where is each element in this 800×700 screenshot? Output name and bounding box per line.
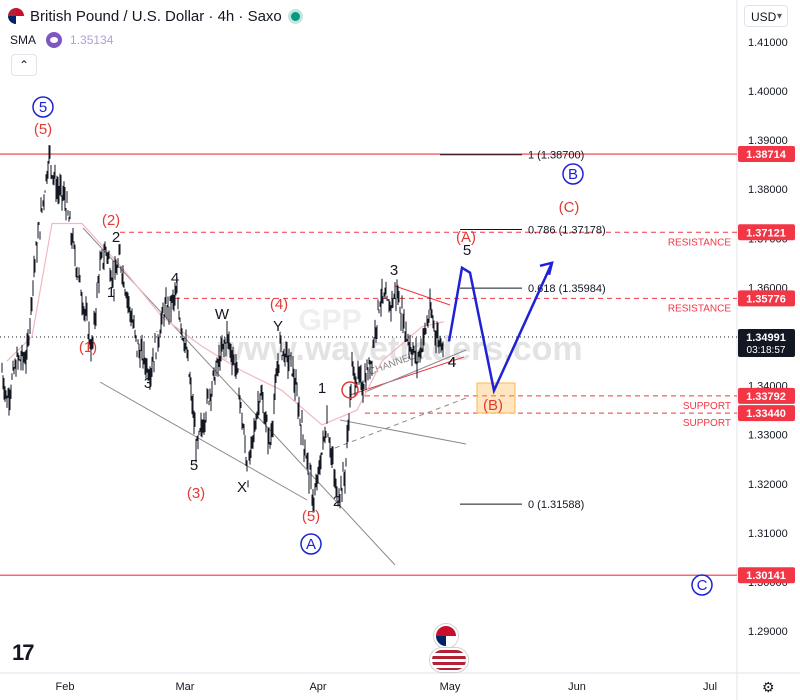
wave-label: Y [273, 318, 283, 335]
wave-label: (3) [187, 485, 205, 502]
gbp-event-icon[interactable] [434, 624, 458, 648]
channel-line [349, 356, 465, 396]
y-tick-label: 1.29000 [748, 626, 788, 638]
wave-label-circle [32, 96, 54, 118]
price-tag [738, 290, 795, 307]
wave-label: (4) [270, 296, 288, 313]
target-zone [476, 382, 516, 414]
wave-label: 3 [390, 262, 398, 279]
level-label: RESISTANCE [668, 303, 731, 314]
wave-label-circle [300, 533, 322, 555]
market-open-icon [290, 11, 300, 21]
chevron-down-icon: ▾ [776, 11, 782, 22]
wave-label: 3 [144, 375, 152, 392]
wave-label: C [697, 577, 708, 594]
price-tag [738, 405, 795, 422]
fib-label: 1 (1.38700) [528, 150, 584, 162]
sma-label[interactable]: SMA [10, 33, 37, 47]
x-tick-label: Jul [703, 681, 717, 693]
symbol-title[interactable]: British Pound / U.S. Dollar · 4h · Saxo [30, 7, 282, 25]
wave-label: X [237, 479, 247, 496]
wave-label: A [306, 536, 316, 553]
price-tag-label: 1.33440 [746, 408, 786, 420]
fib-label: 0 (1.31588) [528, 499, 584, 511]
candles [1, 145, 444, 513]
wave-label: B [568, 166, 578, 183]
price-tag [738, 146, 795, 163]
wedge-line [394, 285, 451, 306]
chart-header: British Pound / U.S. Dollar · 4h · Saxo [8, 5, 300, 27]
sma-value: 1.35134 [70, 33, 114, 47]
wave-label: W [215, 306, 230, 323]
projection-arrowhead [539, 261, 554, 276]
channel-line [364, 349, 467, 393]
fib-label: 0.618 (1.35984) [528, 283, 606, 295]
y-tick-label: 1.32000 [748, 479, 788, 491]
wave-label-circle [562, 163, 584, 185]
x-tick-label: Mar [176, 681, 195, 693]
y-tick-label: 1.38000 [748, 184, 788, 196]
settings-icon[interactable]: ⚙ [762, 679, 775, 695]
watermark-faint: GPP [298, 304, 361, 337]
eye-icon[interactable] [46, 32, 63, 48]
fib-label: 0.786 (1.37178) [528, 225, 606, 237]
price-tag-label: 1.35776 [746, 293, 786, 305]
wave-label: 5 [463, 242, 471, 259]
projection-path [447, 262, 554, 395]
price-tag [738, 387, 795, 404]
x-tick-label: Jun [568, 681, 586, 693]
wave-label: 4 [171, 270, 179, 287]
price-tag [738, 224, 795, 241]
wave-label: 5 [39, 99, 47, 116]
price-tag-label: 1.30141 [746, 570, 786, 582]
level-label: RESISTANCE [668, 237, 731, 248]
pivot-marker [341, 381, 359, 399]
price-tag-label: 1.38714 [746, 149, 787, 161]
wave-label: 2 [333, 493, 341, 510]
wave-label: 5 [190, 457, 198, 474]
wave-label: (C) [559, 199, 580, 216]
price-tag-label: 1.37121 [746, 227, 786, 239]
wave-label: 4 [448, 354, 456, 371]
level-label: SUPPORT [683, 418, 731, 429]
price-tag-label: 1.33792 [746, 391, 786, 403]
y-tick-label: 1.39000 [748, 135, 788, 147]
currency-label: USD [751, 10, 777, 24]
channel-line [339, 419, 467, 445]
wave-label: (B) [483, 397, 503, 414]
x-tick-label: Apr [309, 681, 326, 693]
wave-label: (1) [79, 339, 97, 356]
usd-event-icon[interactable] [430, 648, 468, 672]
y-tick-label: 1.41000 [748, 37, 788, 49]
wave-label: (5) [34, 121, 52, 138]
sma-line [6, 222, 445, 426]
channel-line [99, 381, 308, 501]
x-tick-label: May [440, 681, 461, 693]
price-tag [738, 567, 795, 584]
y-tick-label: 1.31000 [748, 528, 788, 540]
x-tick-label: Feb [56, 681, 75, 693]
collapse-legend-button[interactable]: ⌃ [11, 54, 37, 76]
wave-label: (5) [302, 508, 320, 525]
tradingview-logo: 17 [12, 640, 35, 665]
price-tag-label: 1.34991 [746, 332, 786, 344]
y-tick-label: 1.33000 [748, 430, 788, 442]
wave-label: (A) [456, 229, 476, 246]
wave-label: 1 [107, 284, 115, 301]
sma-legend: SMA 1.35134 [10, 32, 113, 48]
wave-label: 4 [448, 354, 456, 371]
wave-label: (2) [102, 212, 120, 229]
currency-selector[interactable]: USD ▾ [744, 5, 788, 27]
price-tag [738, 328, 795, 357]
wave-label-circle [691, 574, 713, 596]
wave-label: 1 [318, 380, 326, 397]
y-tick-label: 1.40000 [748, 86, 788, 98]
level-label: SUPPORT [683, 401, 731, 412]
countdown-label: 03:18:57 [747, 345, 786, 356]
wave-label: 2 [112, 229, 120, 246]
gbp-usd-flag-icon [8, 8, 24, 24]
